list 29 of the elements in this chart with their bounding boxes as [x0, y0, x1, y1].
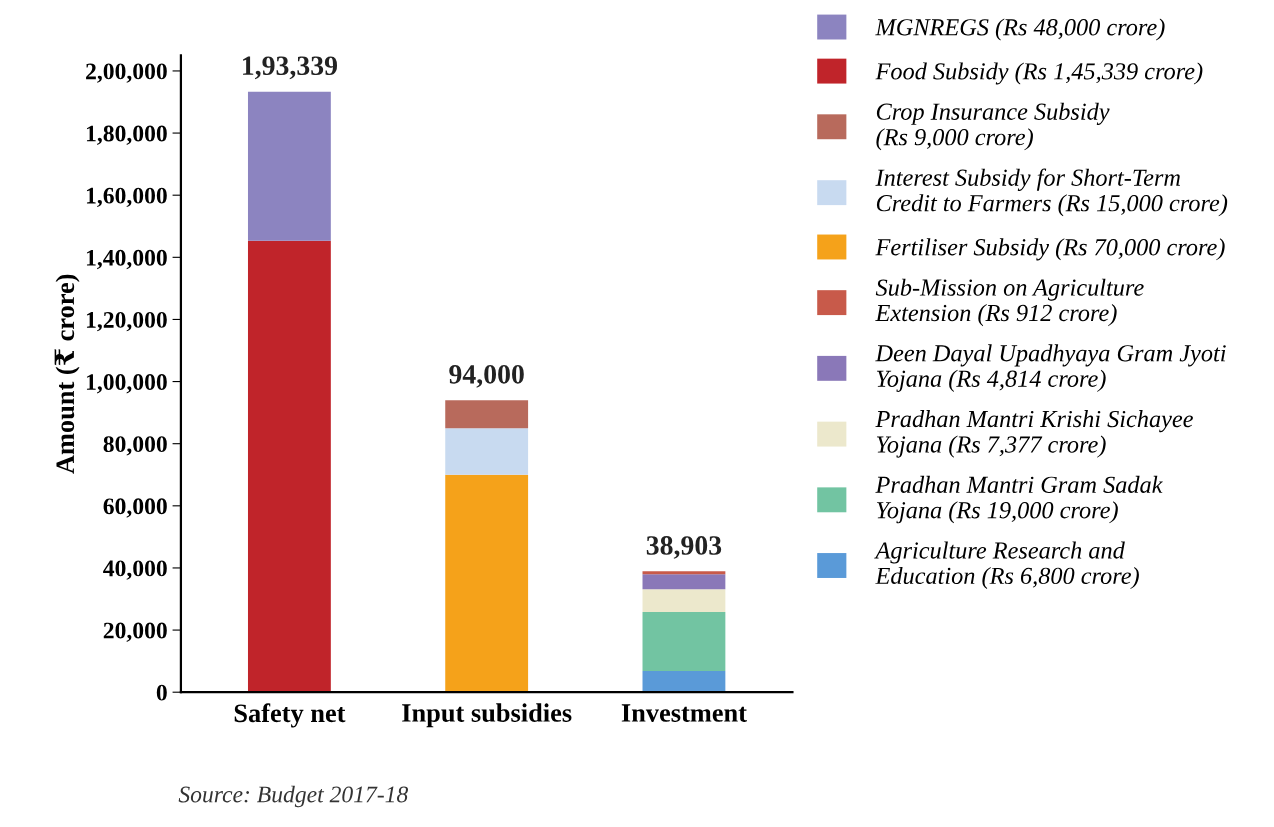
y-tick-label: 0	[156, 684, 167, 701]
y-tick-label: 2,00,000	[86, 63, 167, 83]
y-axis-title: Amount (₹ crore)	[54, 274, 80, 474]
legend-label: Sub-Mission on Agriculture Extension (Rs 912 crore)	[875, 278, 1144, 327]
y-tick-label: 1,40,000	[86, 249, 167, 270]
legend-label: Pradhan Mantri Gram Sadak Yojana (Rs 19,000 crore)	[875, 475, 1163, 524]
y-tick-label: 80,000	[103, 436, 167, 456]
x-tick-label: Input subsidies	[402, 703, 572, 728]
legend-label: Interest Subsidy for Short-Term Credit to Farmers (Rs 15,000 crore)	[875, 168, 1228, 217]
y-tick-label: 60,000	[103, 498, 167, 518]
total-label: 1,93,339	[243, 56, 338, 80]
x-tick-label: Investment	[621, 704, 747, 722]
source-note: Source: Budget 2017-18	[178, 785, 409, 808]
total-label: 38,903	[646, 536, 722, 559]
y-tick-label: 1,60,000	[86, 187, 167, 208]
legend-label: MGNREGS (Rs 48,000 crore)	[875, 18, 1165, 41]
y-tick-label: 20,000	[103, 622, 167, 642]
legend-label: Fertiliser Subsidy (Rs 70,000 crore)	[875, 238, 1225, 261]
legend-label: Deen Dayal Upadhyaya Gram Jyoti Yojana (Rs 4,814 crore)	[875, 344, 1226, 392]
y-tick-label: 40,000	[103, 560, 167, 580]
legend-label: Pradhan Mantri Krishi Sichayee Yojana (Rs 7,377 crore)	[875, 410, 1193, 458]
y-tick-label: 1,80,000	[86, 125, 167, 145]
legend-label: Food Subsidy (Rs 1,45,339 crore)	[875, 62, 1203, 85]
y-tick-label: 1,00,000	[86, 374, 167, 394]
y-tick-label: 1,20,000	[86, 311, 167, 332]
legend-label: Agriculture Research and Education (Rs 6,800 crore)	[874, 541, 1139, 590]
legend-label: Crop Insurance Subsidy (Rs 9,000 crore)	[876, 102, 1110, 151]
x-tick-label: Safety net	[234, 703, 346, 728]
total-label: 94,000	[449, 364, 524, 388]
